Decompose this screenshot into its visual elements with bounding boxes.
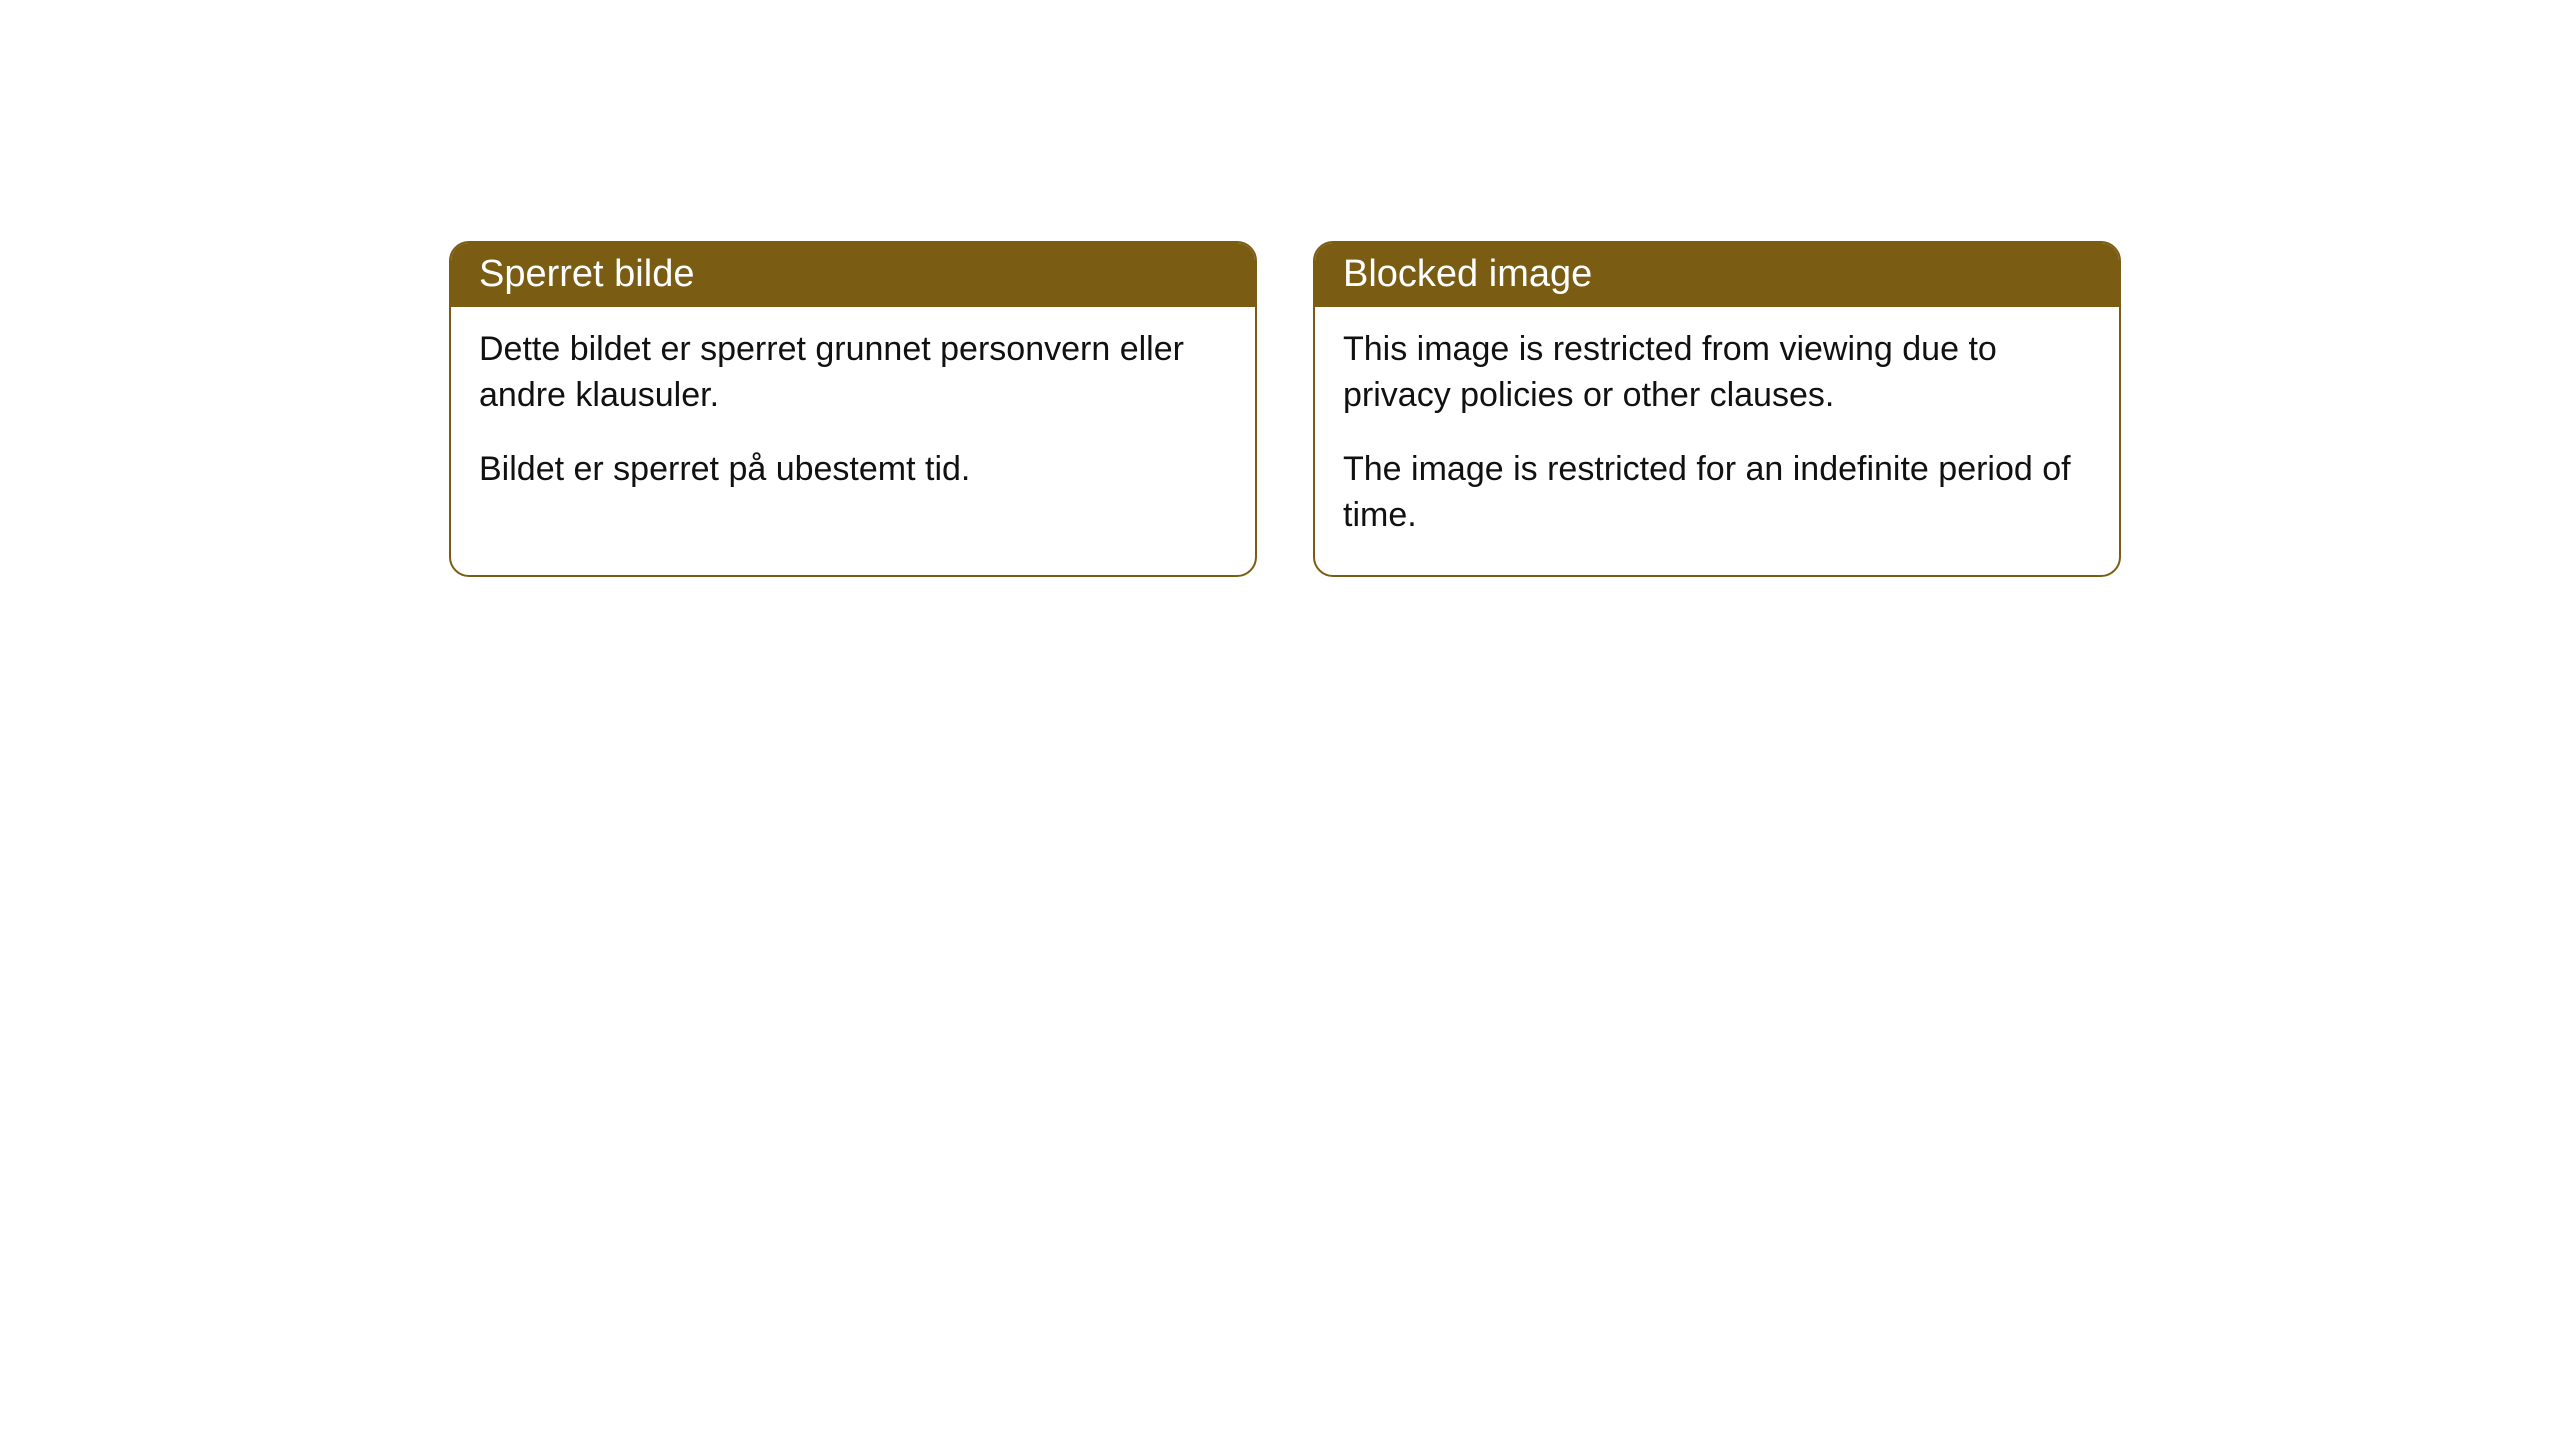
notice-box-norwegian: Sperret bilde Dette bildet er sperret gr… (449, 241, 1257, 577)
notice-paragraph: Dette bildet er sperret grunnet personve… (479, 327, 1227, 419)
notice-container: Sperret bilde Dette bildet er sperret gr… (0, 0, 2560, 577)
notice-header: Blocked image (1315, 243, 2119, 307)
notice-body: Dette bildet er sperret grunnet personve… (451, 307, 1255, 529)
notice-body: This image is restricted from viewing du… (1315, 307, 2119, 575)
notice-paragraph: Bildet er sperret på ubestemt tid. (479, 447, 1227, 493)
notice-box-english: Blocked image This image is restricted f… (1313, 241, 2121, 577)
notice-header: Sperret bilde (451, 243, 1255, 307)
notice-paragraph: This image is restricted from viewing du… (1343, 327, 2091, 419)
notice-paragraph: The image is restricted for an indefinit… (1343, 447, 2091, 539)
